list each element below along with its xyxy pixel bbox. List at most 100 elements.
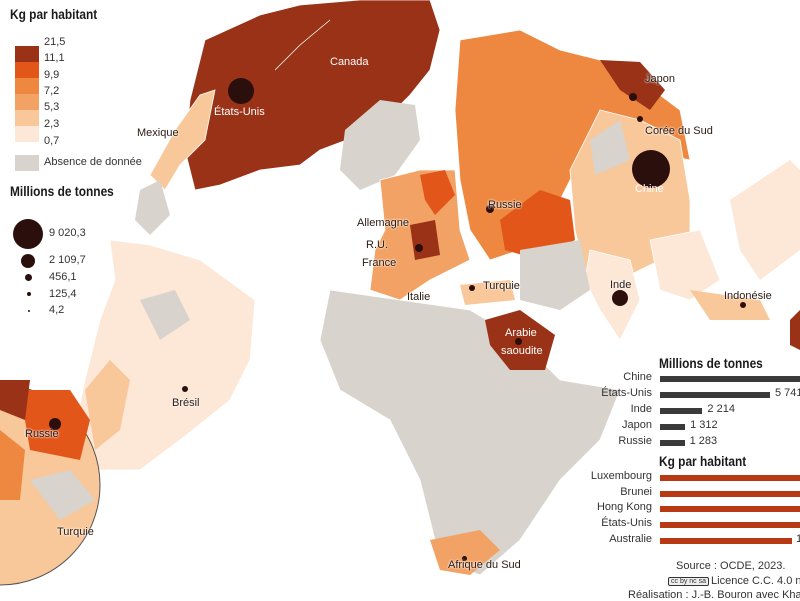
region-usa-line — [274, 19, 331, 71]
region-sa-colored — [85, 360, 130, 450]
bar-value-label: 1 — [796, 532, 800, 545]
label-mexique: Mexique — [137, 127, 179, 139]
region-australia-edge — [790, 310, 800, 350]
bar-value-label: 5 741 — [775, 387, 800, 399]
legend-swatch-7-2 — [15, 94, 39, 110]
label-inde: Inde — [610, 279, 632, 291]
region-central-asia — [520, 240, 590, 310]
label-afrique-sud: Afrique du Sud — [448, 559, 521, 571]
legend-bubble-125 — [27, 292, 31, 296]
region-greenland — [340, 100, 420, 190]
bubble-chine — [632, 150, 670, 188]
bar-kg — [660, 490, 800, 497]
bubble-indonesie — [740, 302, 746, 308]
region-japon — [600, 60, 665, 110]
bar-label: Russie — [618, 435, 652, 447]
legend-swatch-9-9 — [15, 78, 39, 94]
legend-swatch-5-3 — [15, 110, 39, 126]
bubble-coree — [637, 116, 643, 122]
bubble-allemagne — [415, 244, 423, 252]
bar-tonnes — [660, 424, 686, 430]
label-france: France — [362, 257, 397, 269]
region-mongolia — [590, 120, 630, 175]
bubble-inde — [612, 290, 628, 306]
bar-chart-tonnes-title: Millions de tonnes — [659, 355, 763, 371]
label-usa: États-Unis — [214, 106, 265, 118]
label-coree: Corée du Sud — [645, 125, 713, 137]
bar-label: Brunei — [620, 485, 652, 498]
legend-tonnes-title: Millions de tonnes — [10, 183, 114, 199]
label-inset-russie: Russie — [25, 428, 59, 440]
legend-break: 2,3 — [44, 118, 60, 130]
label-chine: Chine — [635, 183, 664, 195]
region-kazakhstan — [500, 190, 575, 260]
legend-no-data-label: Absence de donnée — [44, 156, 142, 168]
bar-label: États-Unis — [601, 387, 652, 399]
bubble-bresil — [182, 386, 188, 392]
legend-break: 21,5 — [44, 36, 66, 48]
legend-bubble-label: 9 020,3 — [49, 227, 86, 239]
label-saoudite: saoudite — [501, 345, 543, 357]
region-germany — [410, 220, 440, 260]
bubble-inset-russie — [49, 418, 61, 430]
label-arabie: Arabie — [505, 327, 537, 339]
bar-kg — [660, 506, 800, 513]
legend-swatch-11-1 — [15, 62, 39, 78]
legend-bubble-456 — [25, 274, 32, 281]
legend-bubble-2109 — [21, 254, 35, 268]
cc-license-icon: cc by nc sa — [668, 576, 710, 586]
label-indonesie: Indonésie — [724, 290, 772, 302]
legend-bubble-label: 2 109,7 — [49, 254, 86, 266]
region-central-america — [135, 180, 170, 235]
bar-label: Chine — [623, 371, 652, 383]
region-indonesia — [690, 290, 770, 320]
bubble-afrique-sud — [462, 556, 467, 561]
legend-bubble-label: 4,2 — [49, 304, 65, 316]
label-allemagne: Allemagne — [357, 217, 409, 229]
label-italie: Italie — [407, 291, 431, 303]
bar-value-label: 1 283 — [689, 435, 718, 447]
label-ru: R.U. — [366, 239, 388, 251]
label-bresil: Brésil — [172, 397, 200, 409]
label-canada: Canada — [330, 56, 369, 68]
label-japon: Japon — [645, 73, 675, 85]
bar-label: Japon — [622, 419, 652, 431]
legend-bubble-label: 456,1 — [49, 271, 77, 283]
legend-break: 11,1 — [44, 52, 65, 64]
legend-swatch-21-5 — [15, 46, 39, 62]
bar-value-label: 1 312 — [690, 419, 718, 431]
legend-break: 7,2 — [44, 85, 60, 97]
legend-bubble-label: 125,4 — [49, 288, 77, 300]
region-east-islands — [730, 160, 800, 280]
region-sa-gray — [140, 290, 190, 340]
bar-kg — [660, 537, 792, 544]
legend-bubble-4 — [28, 310, 30, 312]
license-text: Licence C.C. 4.0 non c — [711, 575, 800, 587]
region-afrique-du-sud — [430, 530, 500, 575]
legend-bubble-9020 — [13, 219, 43, 249]
bar-tonnes — [660, 408, 703, 414]
bar-label: Hong Kong — [596, 501, 652, 514]
bubble-arabie — [515, 338, 522, 345]
bubble-usa — [228, 78, 254, 104]
region-scandinavia — [420, 170, 455, 215]
bar-kg — [660, 522, 800, 529]
bar-value-label: 2 214 — [707, 403, 735, 415]
inset-region-west — [0, 430, 25, 500]
label-turquie: Turquie — [483, 280, 520, 292]
credit-line: Réalisation : J.-B. Bouron avec Kharti — [628, 589, 800, 601]
bar-tonnes — [660, 440, 685, 446]
region-asia-se — [649, 229, 721, 301]
bubble-japon — [629, 93, 637, 101]
label-inset-turquie: Turquie — [57, 526, 94, 538]
bar-label: États-Unis — [601, 517, 652, 530]
bar-chart-kg-title: Kg par habitant — [659, 453, 747, 469]
bar-tonnes — [660, 392, 770, 398]
license-line: cc by nc sa Licence C.C. 4.0 non c — [668, 575, 800, 587]
source-line: Source : OCDE, 2023. — [676, 560, 786, 572]
bar-label: Luxembourg — [590, 470, 652, 482]
legend-break: 9,9 — [44, 69, 60, 81]
legend-break: 0,7 — [44, 135, 60, 147]
label-russie: Russie — [488, 199, 522, 211]
region-mexique — [149, 89, 216, 191]
